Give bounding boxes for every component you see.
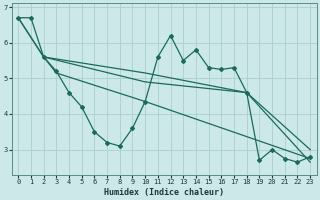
- X-axis label: Humidex (Indice chaleur): Humidex (Indice chaleur): [104, 188, 224, 197]
